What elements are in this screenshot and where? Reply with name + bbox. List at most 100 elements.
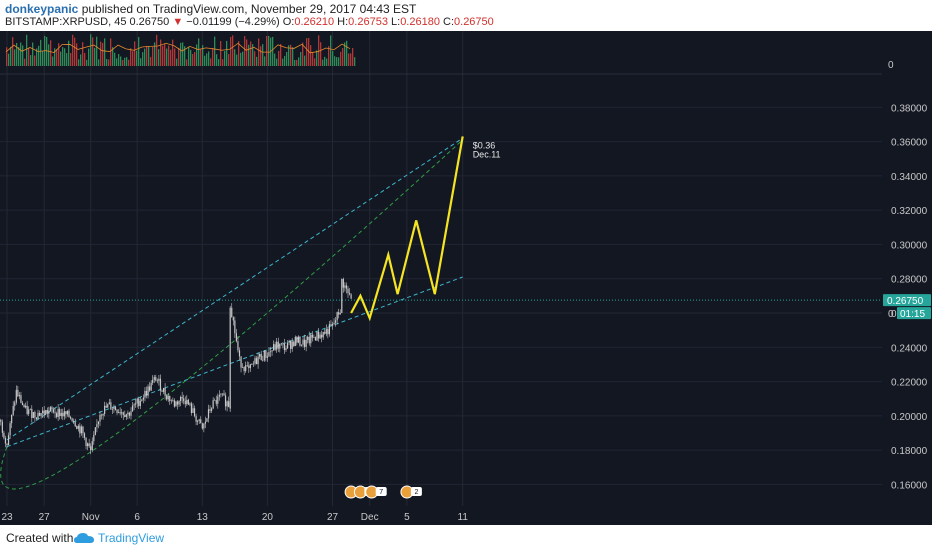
candle-body xyxy=(76,426,78,429)
candle-body xyxy=(144,390,146,398)
volume-bar xyxy=(166,48,168,66)
candle-body xyxy=(107,404,109,408)
candle-body xyxy=(221,393,224,395)
candle-body xyxy=(209,409,211,411)
candle-body xyxy=(62,412,64,417)
volume-bar xyxy=(40,39,42,66)
candle-body xyxy=(135,403,137,405)
volume-bar xyxy=(326,58,328,66)
candle-body xyxy=(124,414,126,418)
candle-body xyxy=(232,317,234,321)
volume-bar xyxy=(174,48,176,66)
candle-body xyxy=(322,331,324,338)
volume-bar xyxy=(16,42,18,66)
volume-bar xyxy=(146,45,148,66)
volume-bar xyxy=(350,53,352,66)
candle-body xyxy=(193,408,196,417)
channel-lines[interactable] xyxy=(0,137,464,490)
price-axis[interactable] xyxy=(882,31,932,525)
tradingview-cloud-icon xyxy=(74,532,94,547)
volume-bar xyxy=(84,53,86,66)
candle-body xyxy=(152,379,154,383)
volume-bar xyxy=(132,51,134,66)
candle-body xyxy=(350,294,352,299)
candle-body xyxy=(310,334,312,344)
candle-body xyxy=(56,413,58,417)
volume-bar xyxy=(262,44,264,66)
candle-body xyxy=(341,278,343,304)
volume-bar xyxy=(252,44,254,66)
volume-bar xyxy=(192,53,194,66)
time-axis[interactable] xyxy=(0,506,882,525)
volume-bar xyxy=(238,41,240,66)
volume-bar xyxy=(276,58,278,66)
candle-body xyxy=(296,336,298,343)
volume-bar xyxy=(330,35,332,66)
volume-bar xyxy=(12,37,14,66)
candle-body xyxy=(228,401,230,407)
volume-bar xyxy=(208,51,210,66)
volume-bar xyxy=(268,35,270,66)
candle-body xyxy=(324,331,326,334)
candle-body xyxy=(91,441,93,451)
candle-body xyxy=(274,344,276,350)
candle-body xyxy=(127,412,129,415)
tradingview-brand[interactable]: TradingView xyxy=(98,531,165,545)
projection-path[interactable] xyxy=(350,136,464,322)
projection-date-label: Dec.11 xyxy=(473,149,501,159)
candle-body xyxy=(149,386,151,391)
y-tick-label: 0.22000 xyxy=(891,378,928,389)
candle-body xyxy=(54,412,56,414)
volume-bar xyxy=(88,48,90,66)
volume-bar xyxy=(332,50,334,66)
candle-body xyxy=(169,395,171,401)
volume-bar xyxy=(296,59,298,66)
candle-body xyxy=(197,420,199,422)
candle-body xyxy=(12,405,14,415)
candle-body xyxy=(73,421,75,423)
candle-body xyxy=(254,358,256,364)
down-arrow-icon: ▼ xyxy=(172,16,184,28)
volume-ma-line xyxy=(5,42,351,54)
low-value: 0.26180 xyxy=(400,16,440,28)
author-link[interactable]: donkeypanic xyxy=(5,2,79,16)
volume-bar xyxy=(64,48,66,66)
volume-bar xyxy=(60,51,62,66)
candle-body xyxy=(226,401,228,407)
candle-body xyxy=(237,341,239,351)
volume-bar xyxy=(188,46,190,66)
candle-body xyxy=(7,435,10,446)
close-label: C: xyxy=(443,16,455,28)
candle-body xyxy=(131,405,134,412)
price-chart[interactable]: 0 $0.36 Dec.11 0.38000 0.36000 0.34000 0.32… xyxy=(0,31,932,525)
volume-bar xyxy=(282,58,284,66)
volume-bar xyxy=(266,36,268,66)
x-axis-ticks: 23 27 Nov 6 13 20 27 Dec 5 11 xyxy=(1,512,468,523)
candle-body xyxy=(316,331,318,341)
candle-body xyxy=(181,396,183,399)
volume-bar xyxy=(102,42,104,66)
x-tick-label: 27 xyxy=(327,512,339,523)
candle-body xyxy=(108,402,110,405)
volume-bar xyxy=(254,51,256,66)
candle-body xyxy=(87,443,89,447)
volume-bar xyxy=(126,57,128,66)
volume-bar xyxy=(322,59,324,66)
volume-bar xyxy=(130,48,132,66)
volume-bar xyxy=(124,57,126,66)
candle-body xyxy=(125,414,127,418)
volume-bar xyxy=(154,42,156,66)
volume-bar xyxy=(22,45,24,66)
volume-bar xyxy=(194,52,196,66)
y-tick-label: 0.24000 xyxy=(891,343,928,354)
candle-body xyxy=(85,437,87,447)
x-tick-label: 5 xyxy=(404,512,410,523)
candle-body xyxy=(204,421,206,424)
volume-bar xyxy=(30,55,32,66)
candle-body xyxy=(102,413,104,416)
volume-bar xyxy=(224,51,226,66)
volume-bar xyxy=(152,47,154,66)
volume-bar xyxy=(336,57,338,66)
event-markers[interactable]: 53572 xyxy=(344,485,422,499)
x-tick-label: 23 xyxy=(1,512,13,523)
